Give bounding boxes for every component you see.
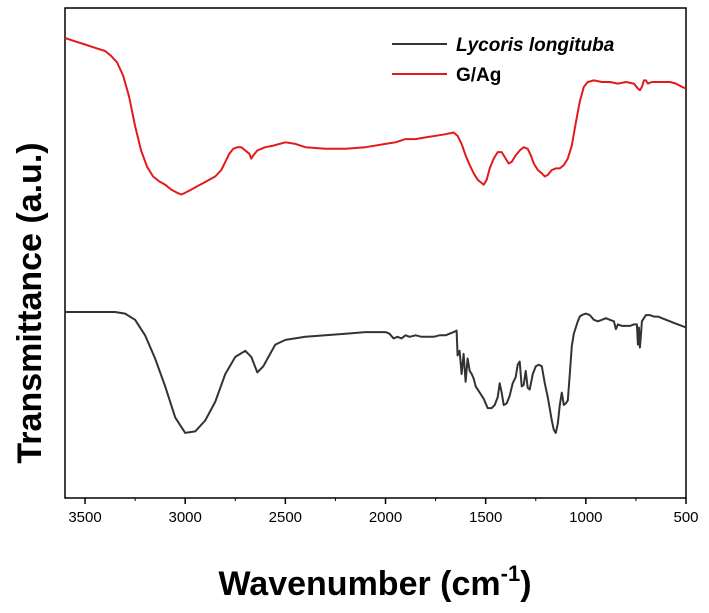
x-tick-label-3000: 3000 [169,509,202,526]
x-axis-title-superscript: -1 [501,561,521,586]
legend-label-0: Lycoris longituba [456,35,615,56]
y-axis-title: Transmittance (a.u.) [11,142,49,463]
x-axis-title: Wavenumber (cm-1) [218,561,531,603]
series-lines [64,37,687,434]
series-line-0 [65,311,687,434]
plot-frame [64,7,687,499]
x-axis-title-main: Wavenumber (cm [218,565,500,603]
x-axis-title-close: ) [520,565,531,603]
legend-label-1: G/Ag [456,65,501,86]
x-tick-label-500: 500 [673,509,698,526]
x-axis-ticks [84,498,687,504]
x-tick-label-1000: 1000 [569,509,602,526]
x-tick-label-1500: 1500 [469,509,502,526]
series-line-1 [64,37,687,196]
x-tick-label-2000: 2000 [369,509,402,526]
x-tick-label-2500: 2500 [269,509,302,526]
legend: Lycoris longituba G/Ag [392,35,615,86]
x-axis-tick-labels: 3500 3000 2500 2000 1500 1000 500 [68,509,698,526]
x-tick-label-3500: 3500 [68,509,101,526]
